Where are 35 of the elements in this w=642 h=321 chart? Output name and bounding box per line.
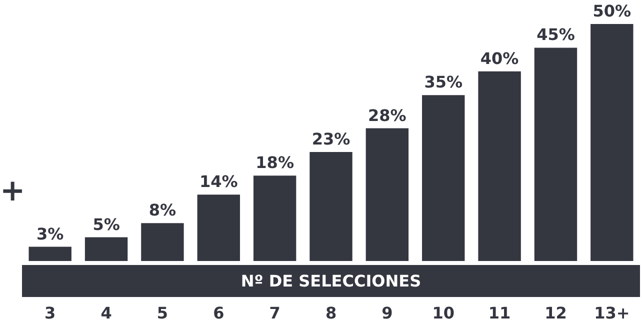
x-axis-title: Nº DE SELECCIONES	[240, 272, 422, 290]
x-tick-label: 13+	[594, 304, 630, 321]
x-tick-label: 4	[100, 304, 112, 321]
bar	[28, 246, 72, 261]
data-label: 23%	[312, 129, 350, 148]
bar	[197, 194, 240, 261]
bar	[590, 24, 634, 261]
data-label: 35%	[424, 72, 463, 92]
data-label: 3%	[36, 224, 64, 244]
bar	[310, 152, 352, 261]
x-tick-label: 3	[44, 304, 56, 321]
data-label: 50%	[592, 2, 632, 20]
x-tick-label: 7	[269, 304, 280, 321]
x-tick-label: 5	[156, 304, 168, 321]
bar	[366, 128, 409, 261]
x-tick-label: 6	[213, 304, 224, 321]
data-label: 18%	[256, 153, 294, 172]
x-tick-label: 12	[544, 304, 567, 321]
bar	[253, 176, 296, 261]
x-tick-label: 11	[488, 304, 511, 321]
data-label: 45%	[536, 25, 575, 44]
annotation: +	[0, 174, 26, 208]
data-label: 28%	[368, 106, 406, 125]
x-tick-label: 10	[432, 304, 454, 321]
bar	[478, 71, 521, 261]
x-tick-label: 8	[325, 304, 337, 321]
bar	[141, 223, 184, 261]
bar	[84, 237, 128, 261]
data-label: 40%	[480, 48, 519, 68]
data-label: 8%	[148, 200, 176, 220]
bar	[534, 48, 578, 261]
data-label: 5%	[92, 214, 120, 234]
x-tick-label: 9	[382, 304, 393, 321]
bar	[422, 95, 465, 261]
data-label: 14%	[199, 172, 238, 192]
